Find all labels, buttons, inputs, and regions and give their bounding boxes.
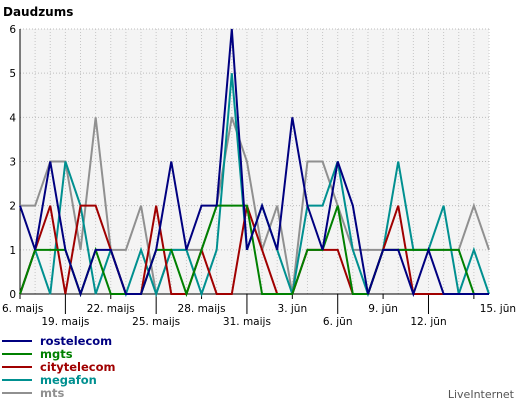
x-tick-label: 15. jūn — [480, 303, 516, 315]
y-axis-ticks: 0 1 2 3 4 5 6 — [9, 24, 16, 301]
y-tick-label: 3 — [9, 157, 16, 169]
y-tick-label: 6 — [9, 24, 16, 36]
credit-label: LiveInternet — [448, 388, 515, 401]
x-tick-label: 25. maijs — [132, 316, 180, 328]
x-tick-label: 6. maijs — [2, 303, 43, 315]
x-tick-label: 6. jūn — [323, 316, 353, 328]
y-tick-label: 2 — [9, 201, 16, 213]
series-lines — [19, 28, 490, 298]
chart-title: Daudzums — [3, 5, 73, 19]
legend-label-rostelecom: rostelecom — [40, 334, 112, 348]
series-line-mgts — [19, 204, 489, 298]
x-tick-label: 19. maijs — [41, 316, 89, 328]
y-tick-label: 0 — [9, 289, 16, 301]
series-line-rostelecom — [19, 28, 489, 298]
legend-label-citytelecom: citytelecom — [40, 360, 116, 374]
x-tick-label: 28. maijs — [178, 303, 226, 315]
y-tick-label: 5 — [9, 68, 16, 80]
y-tick-label: 4 — [9, 112, 16, 124]
legend-label-megafon: megafon — [40, 373, 97, 387]
legend-label-mgts: mgts — [40, 347, 73, 361]
x-tick-label: 3. jūn — [278, 303, 308, 315]
x-tick-label: 22. maijs — [87, 303, 135, 315]
x-tick-label: 12. jūn — [410, 316, 446, 328]
x-tick-label: 31. maijs — [223, 316, 271, 328]
y-tick-label: 1 — [9, 245, 16, 257]
legend-label-mts: mts — [40, 386, 64, 400]
x-tick-label: 9. jūn — [368, 303, 398, 315]
